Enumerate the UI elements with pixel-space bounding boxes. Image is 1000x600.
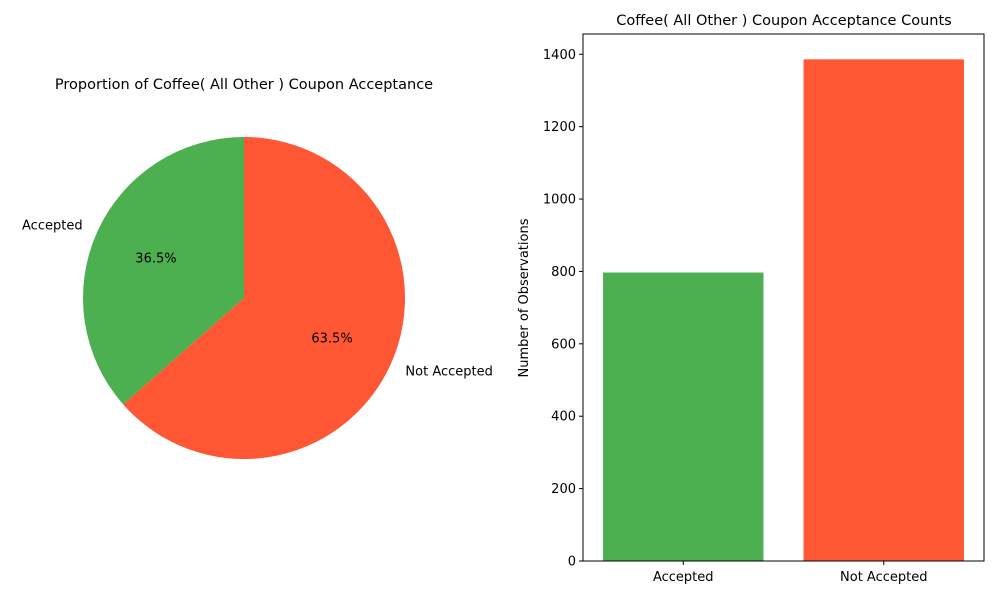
- bar-accepted: [603, 272, 764, 561]
- bar-chart-x-axis: Accepted Not Accepted: [653, 561, 927, 585]
- x-tick-label-accepted: Accepted: [653, 570, 714, 585]
- pie-slices: [82, 137, 405, 459]
- pie-chart: Proportion of Coffee( All Other ) Coupon…: [22, 77, 493, 459]
- pie-labels: Accepted 36.5% Not Accepted 63.5%: [22, 219, 493, 380]
- bar-chart-y-axis-label: Number of Observations: [517, 218, 532, 377]
- x-tick-label-not-accepted: Not Accepted: [840, 570, 927, 585]
- y-tick-label: 800: [551, 265, 576, 280]
- y-tick-label: 1200: [543, 120, 576, 135]
- bar-chart: Coffee( All Other ) Coupon Acceptance Co…: [517, 13, 985, 585]
- pie-percentage-not-accepted: 63.5%: [311, 331, 352, 346]
- pie-chart-title: Proportion of Coffee( All Other ) Coupon…: [55, 77, 433, 93]
- pie-slice-accepted: [82, 137, 245, 405]
- y-tick-label: 200: [551, 482, 576, 497]
- y-tick-label: 0: [568, 555, 576, 570]
- bar-chart-y-axis: 0 200 400 600 800 1000 1200 1400: [543, 48, 583, 570]
- y-tick-label: 1400: [543, 48, 576, 63]
- bar-not-accepted: [803, 59, 964, 561]
- bar-chart-title: Coffee( All Other ) Coupon Acceptance Co…: [616, 13, 951, 29]
- bar-chart-bars: [603, 59, 964, 561]
- pie-percentage-accepted: 36.5%: [135, 252, 176, 267]
- pie-label-accepted: Accepted: [22, 219, 83, 234]
- y-tick-label: 1000: [543, 193, 576, 208]
- bar-chart-frame: [582, 33, 985, 562]
- y-tick-label: 400: [551, 410, 576, 425]
- y-tick-label: 600: [551, 337, 576, 352]
- pie-label-not-accepted: Not Accepted: [405, 364, 492, 379]
- pie-slice-not-accepted: [123, 137, 405, 459]
